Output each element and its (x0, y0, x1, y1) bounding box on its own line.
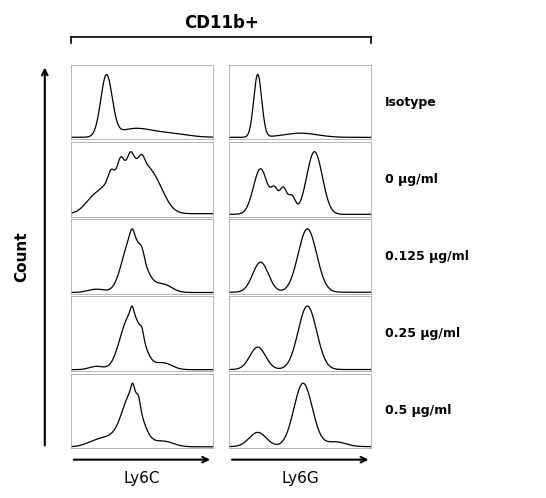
Text: 0 μg/ml: 0 μg/ml (385, 173, 438, 186)
Text: Count: Count (14, 231, 29, 282)
Text: 0.5 μg/ml: 0.5 μg/ml (385, 404, 452, 417)
Text: Isotype: Isotype (385, 96, 437, 109)
Text: 0.125 μg/ml: 0.125 μg/ml (385, 250, 469, 263)
Text: Ly6G: Ly6G (281, 471, 319, 486)
Text: Ly6C: Ly6C (124, 471, 160, 486)
Text: 0.25 μg/ml: 0.25 μg/ml (385, 327, 460, 340)
Text: CD11b+: CD11b+ (184, 14, 258, 32)
